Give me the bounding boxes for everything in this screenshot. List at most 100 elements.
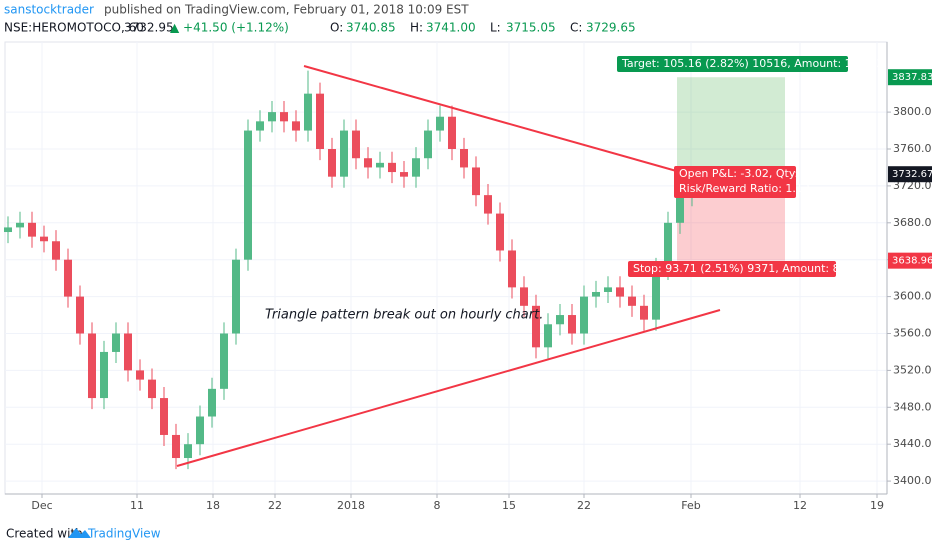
candle-body xyxy=(544,324,552,348)
candle-body xyxy=(52,241,60,260)
candle-body xyxy=(640,305,648,320)
candle-body xyxy=(604,287,612,292)
ohlc-value: 3715.05 xyxy=(506,21,556,35)
y-tick-label: 3480.00 xyxy=(893,400,932,413)
price-label: 3638.96 xyxy=(892,256,932,267)
candle-body xyxy=(148,379,156,399)
y-tick-label: 3600.00 xyxy=(893,290,932,303)
change: ▲ +41.50 (+1.12%) xyxy=(170,21,289,35)
last-price: 3732.95 xyxy=(124,21,174,35)
price-label-bg xyxy=(888,166,932,183)
ohlc: O: 3740.85 H: 3741.00 L: 3715.05 C: 3729.65 xyxy=(330,21,636,35)
candle-body xyxy=(460,149,468,168)
candle-body xyxy=(16,222,24,228)
candle-body xyxy=(424,130,432,159)
candle-body xyxy=(268,112,276,122)
candle-body xyxy=(568,315,576,334)
candle-body xyxy=(448,116,456,150)
candle-body xyxy=(364,158,372,168)
candle-body xyxy=(4,227,12,233)
candle-body xyxy=(652,268,660,320)
candle-body xyxy=(388,162,396,173)
candle-body xyxy=(316,93,324,150)
candle-body xyxy=(556,315,564,325)
x-tick-label: 19 xyxy=(870,499,884,512)
position-zones xyxy=(677,77,785,261)
x-tick-label: 15 xyxy=(502,499,516,512)
candle-body xyxy=(328,149,336,177)
candle-body xyxy=(592,291,600,297)
y-tick-label: 3520.00 xyxy=(893,363,932,376)
x-tick-label: 18 xyxy=(206,499,220,512)
target-label: Target: 105.16 (2.82%) 10516, Amount: 12… xyxy=(621,57,890,70)
price-label-bg xyxy=(888,252,932,269)
candle-body xyxy=(196,416,204,445)
target-label-bg xyxy=(617,56,848,72)
candle-body xyxy=(124,333,132,371)
ohlc-label: C: xyxy=(570,21,582,35)
triangle-upper xyxy=(303,65,681,173)
pnl-label: Risk/Reward Ratio: 1.12 xyxy=(679,182,810,195)
candle-body xyxy=(376,162,384,168)
candle-body xyxy=(100,351,108,399)
x-tick-label: 11 xyxy=(130,499,144,512)
y-tick-label: 3680.00 xyxy=(893,216,932,229)
candle-body xyxy=(400,172,408,177)
candle-body xyxy=(292,121,300,131)
candle-body xyxy=(484,195,492,214)
ohlc-label: L: xyxy=(490,21,501,35)
candle-body xyxy=(496,213,504,251)
candle-body xyxy=(508,250,516,288)
y-tick-label: 3560.00 xyxy=(893,326,932,339)
ohlc-label: H: xyxy=(410,21,423,35)
ohlc-value: 3729.65 xyxy=(586,21,636,35)
y-tick-label: 3400.00 xyxy=(893,474,932,487)
price-label: 3732.67 xyxy=(892,169,932,180)
x-tick-label: 12 xyxy=(793,499,807,512)
candle-body xyxy=(520,287,528,306)
author[interactable]: sanstocktrader xyxy=(4,3,94,17)
pnl-label-bg xyxy=(674,166,796,198)
target-zone xyxy=(677,77,785,175)
annotation: Triangle pattern break out on hourly cha… xyxy=(265,308,543,323)
candle-body xyxy=(532,305,540,348)
published: published on TradingView.com, February 0… xyxy=(104,3,469,17)
candle-body xyxy=(64,259,72,297)
x-tick-label: Feb xyxy=(681,499,700,512)
candle-body xyxy=(340,130,348,177)
candle-body xyxy=(184,444,192,459)
ohlc-value: 3740.85 xyxy=(346,21,396,35)
x-tick-label: 8 xyxy=(434,499,441,512)
x-tick-label: 22 xyxy=(577,499,591,512)
candle-body xyxy=(256,121,264,131)
candle-body xyxy=(280,112,288,122)
candle-body xyxy=(232,259,240,334)
candle-body xyxy=(28,222,36,237)
footer-brand[interactable]: TradingView xyxy=(87,527,161,541)
candle-body xyxy=(676,195,684,223)
y-tick-label: 3440.00 xyxy=(893,437,932,450)
triangle-lower xyxy=(176,309,721,467)
candle-body xyxy=(616,287,624,297)
candle-body xyxy=(352,130,360,159)
candle-body xyxy=(580,296,588,334)
candle-body xyxy=(628,296,636,306)
x-tick-label: 2018 xyxy=(337,499,365,512)
candle-body xyxy=(172,434,180,459)
candle-body xyxy=(136,370,144,380)
candle-body xyxy=(208,388,216,417)
x-tick-label: Dec xyxy=(31,499,52,512)
y-tick-label: 3760.00 xyxy=(893,142,932,155)
candle-body xyxy=(436,116,444,131)
candle-body xyxy=(76,296,84,334)
pnl-label: Open P&L: -3.02, Qty: 2 xyxy=(679,167,809,180)
position-labels: Target: 105.16 (2.82%) 10516, Amount: 12… xyxy=(617,56,890,277)
candle-body xyxy=(112,333,120,352)
candle-body xyxy=(304,93,312,131)
y-tick-label: 3800.00 xyxy=(893,105,932,118)
candle-body xyxy=(244,130,252,260)
candle-body xyxy=(40,236,48,242)
stop-label: Stop: 93.71 (2.51%) 9371, Amount: 812.58 xyxy=(633,262,871,275)
